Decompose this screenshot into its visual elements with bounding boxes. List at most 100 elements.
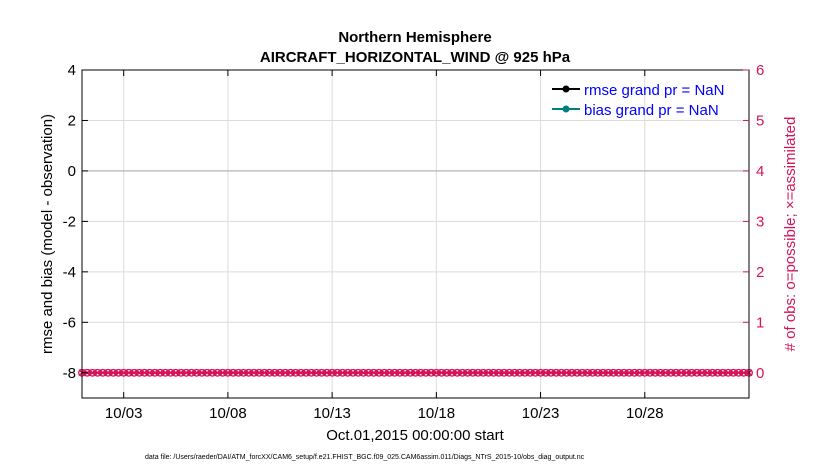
obs-possible-marker: [124, 368, 133, 377]
obs-possible-marker: [442, 368, 451, 377]
obs-possible-marker: [114, 368, 123, 377]
obs-possible-marker: [541, 368, 550, 377]
obs-possible-marker: [531, 368, 540, 377]
obs-possible-marker: [208, 368, 217, 377]
obs-possible-marker: [437, 368, 446, 377]
left-tick-label: 2: [68, 112, 76, 129]
obs-possible-marker: [104, 368, 113, 377]
obs-possible-marker: [500, 368, 509, 377]
obs-possible-marker: [651, 368, 660, 377]
obs-possible-marker: [255, 368, 264, 377]
obs-possible-marker: [234, 368, 243, 377]
legend-bias-marker: [562, 105, 570, 113]
left-tick-label: -2: [63, 213, 76, 230]
obs-possible-marker: [713, 368, 722, 377]
obs-possible-marker: [640, 368, 649, 377]
obs-possible-marker: [505, 368, 514, 377]
obs-possible-marker: [578, 368, 587, 377]
obs-possible-marker: [364, 368, 373, 377]
obs-possible-marker: [250, 368, 258, 377]
left-axis-ticks: 4 2 0 -2 -4 -6 -8: [63, 62, 88, 382]
obs-possible-marker: [385, 368, 394, 377]
x-axis-ticks: 10/03 10/08 10/13 10/18 10/23 10/28: [105, 70, 664, 422]
obs-possible-marker: [692, 368, 701, 377]
left-tick-label: -4: [63, 264, 76, 281]
obs-possible-marker: [239, 368, 248, 377]
obs-possible-marker: [489, 368, 498, 377]
obs-possible-marker: [312, 368, 321, 377]
x-tick-label: 10/28: [626, 405, 664, 422]
legend-rmse-marker: [562, 85, 570, 93]
footer-data-file: data file: /Users/raeder/DAI/ATM_forcXX/…: [145, 454, 585, 461]
right-tick-label: 0: [756, 365, 764, 382]
x-tick-label: 10/03: [105, 405, 143, 422]
obs-possible-marker: [646, 368, 654, 377]
obs-possible-marker: [281, 368, 290, 377]
obs-possible-marker: [354, 368, 363, 377]
obs-possible-marker: [703, 368, 712, 377]
obs-possible-marker: [223, 368, 232, 377]
obs-possible-marker: [109, 368, 118, 377]
obs-possible-marker: [724, 368, 733, 377]
plot-frame: [81, 69, 750, 399]
obs-possible-marker: [213, 368, 222, 377]
obs-possible-marker: [427, 368, 436, 377]
y-axis-label: rmse and bias (model - observation): [39, 114, 56, 354]
obs-possible-marker: [98, 368, 107, 377]
obs-possible-marker: [322, 368, 331, 377]
obs-possible-marker: [270, 368, 279, 377]
obs-count-layer: [78, 368, 753, 377]
chart-subtitle: AIRCRAFT_HORIZONTAL_WIND @ 925 hPa: [260, 49, 571, 66]
right-tick-label: 1: [756, 314, 764, 331]
left-tick-label: -6: [63, 314, 76, 331]
obs-possible-marker: [635, 368, 644, 377]
obs-possible-marker: [421, 368, 430, 377]
obs-possible-marker: [619, 368, 628, 377]
obs-possible-marker: [515, 368, 524, 377]
obs-possible-marker: [119, 368, 128, 377]
obs-possible-marker: [338, 368, 347, 377]
obs-possible-marker: [625, 368, 634, 377]
obs-possible-marker: [390, 368, 399, 377]
right-tick-label: 4: [756, 163, 764, 180]
obs-possible-marker: [468, 368, 477, 377]
legend-bias-label: bias grand pr = NaN: [584, 102, 719, 119]
obs-possible-marker: [510, 368, 519, 377]
obs-possible-marker: [156, 368, 165, 377]
obs-possible-marker: [166, 368, 175, 377]
right-tick-label: 2: [756, 264, 764, 281]
obs-possible-marker: [547, 368, 555, 377]
obs-possible-marker: [411, 368, 420, 377]
obs-possible-marker: [244, 368, 253, 377]
obs-possible-marker: [599, 368, 608, 377]
left-tick-label: 0: [68, 163, 76, 180]
obs-possible-marker: [307, 368, 316, 377]
right-axis-ticks: 6 5 4 3 2 1 0: [743, 62, 764, 382]
obs-possible-marker: [88, 368, 97, 377]
obs-possible-marker: [682, 368, 691, 377]
obs-possible-marker: [349, 368, 357, 377]
obs-possible-marker: [218, 368, 227, 377]
obs-possible-marker: [395, 368, 404, 377]
obs-possible-marker: [573, 368, 581, 377]
obs-possible-marker: [265, 368, 274, 377]
obs-possible-marker: [296, 368, 305, 377]
obs-possible-marker: [536, 368, 545, 377]
obs-possible-marker: [328, 368, 337, 377]
left-tick-label: 4: [68, 62, 76, 79]
obs-possible-marker: [416, 368, 425, 377]
obs-possible-marker: [187, 368, 196, 377]
obs-possible-marker: [666, 368, 675, 377]
obs-possible-marker: [130, 368, 139, 377]
obs-possible-marker: [593, 368, 602, 377]
obs-possible-marker: [630, 368, 639, 377]
x-tick-label: 10/08: [209, 405, 247, 422]
obs-possible-marker: [494, 368, 503, 377]
left-tick-label: -8: [63, 365, 76, 382]
obs-possible-marker: [526, 368, 535, 377]
obs-possible-marker: [479, 368, 488, 377]
obs-possible-marker: [458, 368, 467, 377]
obs-possible-marker: [734, 368, 743, 377]
x-tick-label: 10/23: [522, 405, 560, 422]
